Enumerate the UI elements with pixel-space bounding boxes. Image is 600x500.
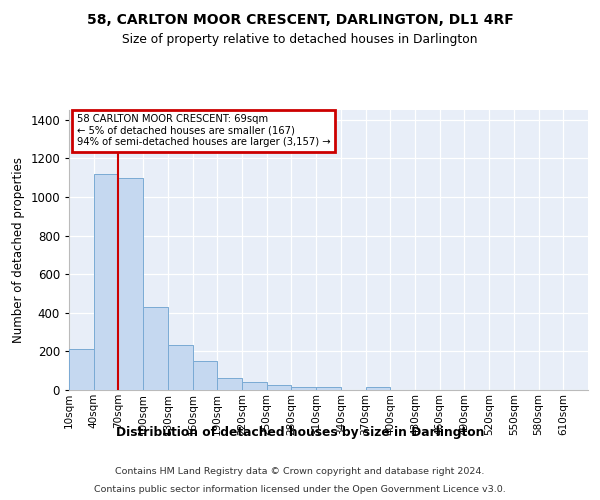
Bar — [267, 385, 292, 390]
Bar — [69, 350, 94, 390]
Text: Contains public sector information licensed under the Open Government Licence v3: Contains public sector information licen… — [94, 484, 506, 494]
Bar — [143, 307, 168, 390]
Text: 58, CARLTON MOOR CRESCENT, DARLINGTON, DL1 4RF: 58, CARLTON MOOR CRESCENT, DARLINGTON, D… — [86, 12, 514, 26]
Bar — [365, 387, 390, 390]
Bar — [316, 387, 341, 390]
Bar — [94, 174, 118, 390]
Bar — [168, 344, 193, 390]
Bar — [292, 387, 316, 390]
Text: 58 CARLTON MOOR CRESCENT: 69sqm
← 5% of detached houses are smaller (167)
94% of: 58 CARLTON MOOR CRESCENT: 69sqm ← 5% of … — [77, 114, 331, 148]
Y-axis label: Number of detached properties: Number of detached properties — [11, 157, 25, 343]
Bar — [217, 378, 242, 390]
Bar — [242, 382, 267, 390]
Bar — [118, 178, 143, 390]
Text: Size of property relative to detached houses in Darlington: Size of property relative to detached ho… — [122, 32, 478, 46]
Text: Contains HM Land Registry data © Crown copyright and database right 2024.: Contains HM Land Registry data © Crown c… — [115, 466, 485, 475]
Text: Distribution of detached houses by size in Darlington: Distribution of detached houses by size … — [116, 426, 484, 439]
Bar — [193, 361, 217, 390]
